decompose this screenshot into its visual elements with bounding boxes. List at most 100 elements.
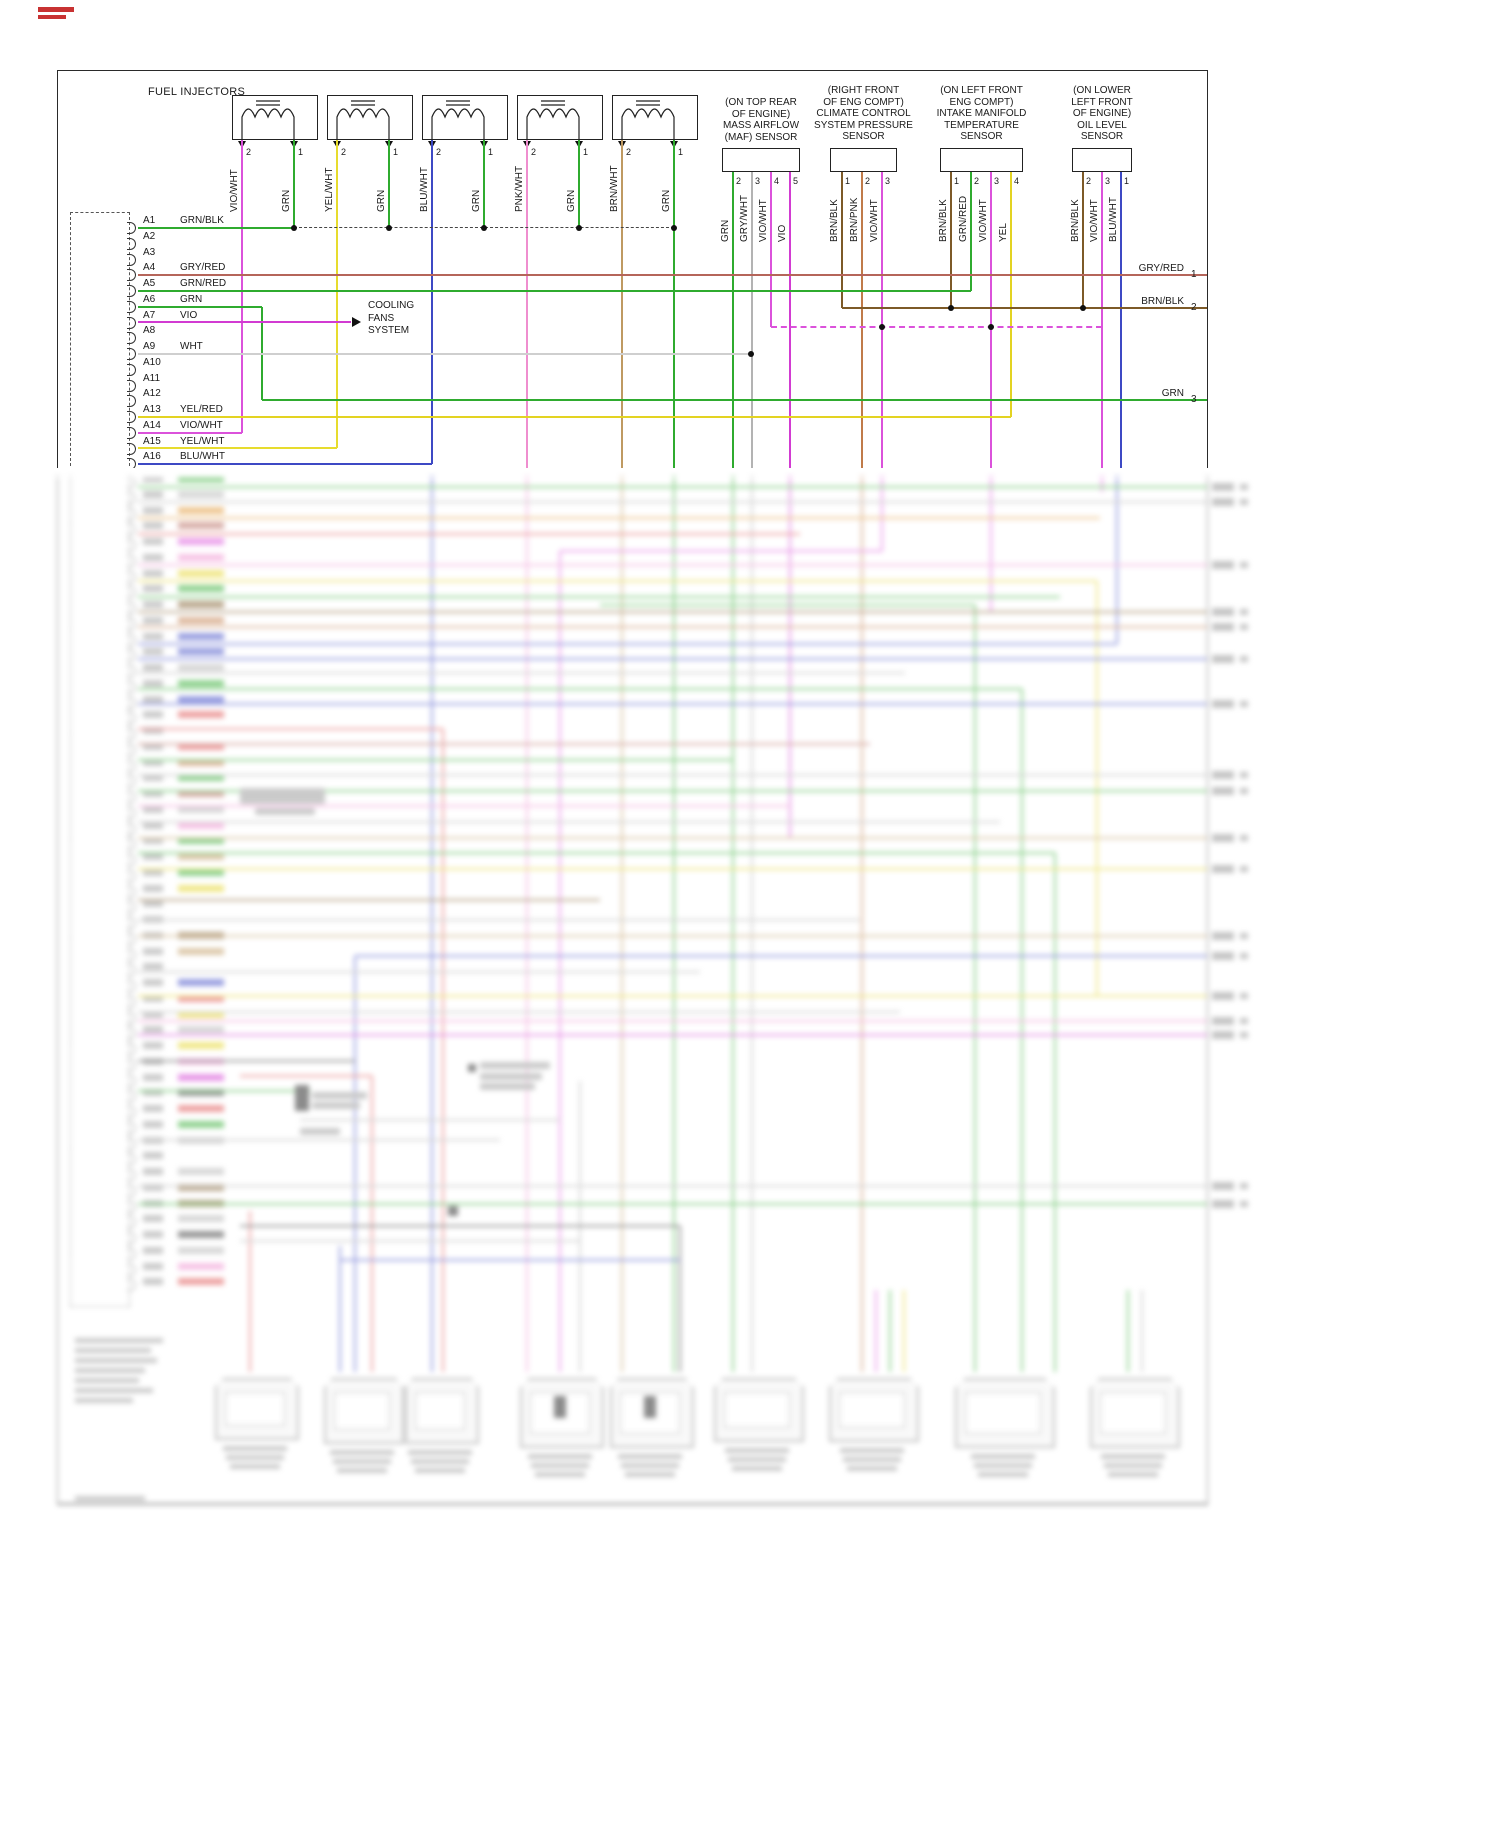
wire (1127, 1290, 1129, 1372)
pin-id-blur (143, 522, 163, 530)
injector-symbol-box (327, 95, 413, 140)
pin-terminal (127, 869, 136, 882)
wire-color-label: VIO (777, 224, 788, 242)
connector-caption-blur (337, 1468, 387, 1473)
pin-terminal (127, 901, 136, 914)
pin-color-blur (178, 1105, 224, 1112)
ecm-pin-id: A3 (143, 246, 156, 258)
ecm-pin-id: A16 (143, 451, 161, 463)
annotation-blur (295, 1085, 309, 1111)
right-circuit-label: GRN (1161, 388, 1184, 399)
pin-terminal (127, 649, 136, 662)
blur-transition (0, 468, 1270, 482)
pin-terminal (127, 1232, 136, 1244)
wire-color-label: VIO/WHT (758, 199, 769, 242)
connector-detail (839, 1392, 905, 1428)
connector-caption-blur (840, 1448, 904, 1453)
ecm-pin-id: A4 (143, 262, 156, 274)
wire (950, 172, 952, 308)
wire (970, 172, 972, 291)
wire (990, 470, 992, 612)
wire (138, 564, 1207, 566)
wire-color-label: GRN (281, 189, 292, 212)
wire (789, 470, 791, 838)
connector-caption-blur (528, 1454, 592, 1459)
wire (861, 172, 863, 470)
connector-caption-blur (223, 1446, 287, 1451)
ecm-connector-outline (70, 212, 130, 471)
pin-number: 1 (678, 147, 684, 157)
pin-color-blur (178, 837, 224, 845)
wire (138, 432, 242, 434)
pin-color-blur (178, 1042, 224, 1049)
pin-color-blur (178, 1278, 224, 1286)
right-ref-blur (1212, 608, 1234, 616)
wire-color-label: GRN (661, 189, 672, 212)
ecm-pin-wire-color: GRN/BLK (180, 215, 224, 226)
connector-caption-blur (531, 1463, 589, 1468)
fuel-injector-1: 2 1 VIO/WHT GRN (229, 95, 318, 225)
ecm-pin-id: A2 (143, 230, 156, 242)
wire-color-label: VIO/WHT (869, 199, 880, 242)
wire (1054, 853, 1056, 1372)
pin-terminal (127, 539, 136, 551)
right-circuit-number: 3 (1191, 394, 1197, 405)
ecm-pin-wire-color: GRN/RED (180, 278, 227, 289)
pin-id-blur (143, 742, 163, 750)
wire (240, 1225, 680, 1227)
pin-terminal (127, 1011, 136, 1024)
pin-id-blur (143, 1152, 163, 1160)
pin-color-blur (178, 648, 224, 656)
ecm-pin-terminal (127, 348, 136, 360)
pin-color-blur (178, 994, 224, 1002)
annotation-blur (468, 1064, 476, 1072)
pin-number: 2 (246, 147, 252, 157)
ecm-pin-wire-color: VIO/WHT (180, 419, 223, 431)
wire (138, 688, 1022, 690)
right-ref-blur (1212, 623, 1234, 631)
sensor-title-line: OF ENGINE) (731, 108, 791, 120)
wire (138, 821, 1000, 823)
injector-symbol-box (612, 95, 698, 140)
pin-id-blur (143, 569, 163, 577)
pin-number: 2 (865, 176, 871, 186)
fuel-injector-3: 2 1 BLU/WHT GRN (419, 95, 508, 225)
wire-color-label: GRN/RED (958, 195, 969, 242)
annotation-blur (312, 1102, 360, 1109)
annotation-blur (448, 1206, 458, 1216)
wire (1096, 581, 1098, 996)
pin-terminal (127, 838, 136, 851)
ecm-pin-id: A5 (143, 278, 156, 289)
ecm-pin-terminal (127, 237, 136, 250)
pin-id-blur (143, 1231, 163, 1238)
wire (138, 626, 1207, 628)
right-ref-num-blur (1240, 993, 1248, 999)
pin-number: 1 (954, 176, 960, 186)
sensor-title: (ON LOWER LEFT FRONT OF ENGINE) OIL LEVE… (1042, 85, 1162, 143)
pin-terminal (127, 1184, 136, 1197)
pin-terminal (127, 932, 136, 945)
module-label-blur (75, 1338, 163, 1343)
wire (1021, 689, 1023, 1372)
annotation-blur (480, 1083, 535, 1090)
pin-terminal (127, 1074, 136, 1087)
sensor-title-line: TEMPERATURE (944, 119, 1019, 131)
climate-pressure-sensor: (RIGHT FRONT OF ENG COMPT) CLIMATE CONTR… (800, 80, 927, 250)
sensor-title: (RIGHT FRONT OF ENG COMPT) CLIMATE CONTR… (800, 85, 927, 143)
pin-number: 3 (755, 176, 761, 186)
pin-color-blur (178, 774, 224, 782)
frame-right-border (1207, 470, 1208, 1505)
pin-terminal (127, 507, 136, 520)
pin-number: 1 (1124, 176, 1130, 186)
wire (138, 995, 1207, 997)
pin-id-blur (143, 679, 163, 687)
pin-terminal (127, 1169, 136, 1181)
wire (431, 140, 433, 464)
pin-terminal (127, 696, 136, 709)
right-ref-blur (1212, 932, 1234, 940)
pin-id-blur (143, 994, 163, 1002)
wire (751, 172, 753, 470)
wire (138, 306, 262, 308)
pin-terminal (127, 964, 136, 977)
pin-id-blur (143, 1262, 163, 1270)
